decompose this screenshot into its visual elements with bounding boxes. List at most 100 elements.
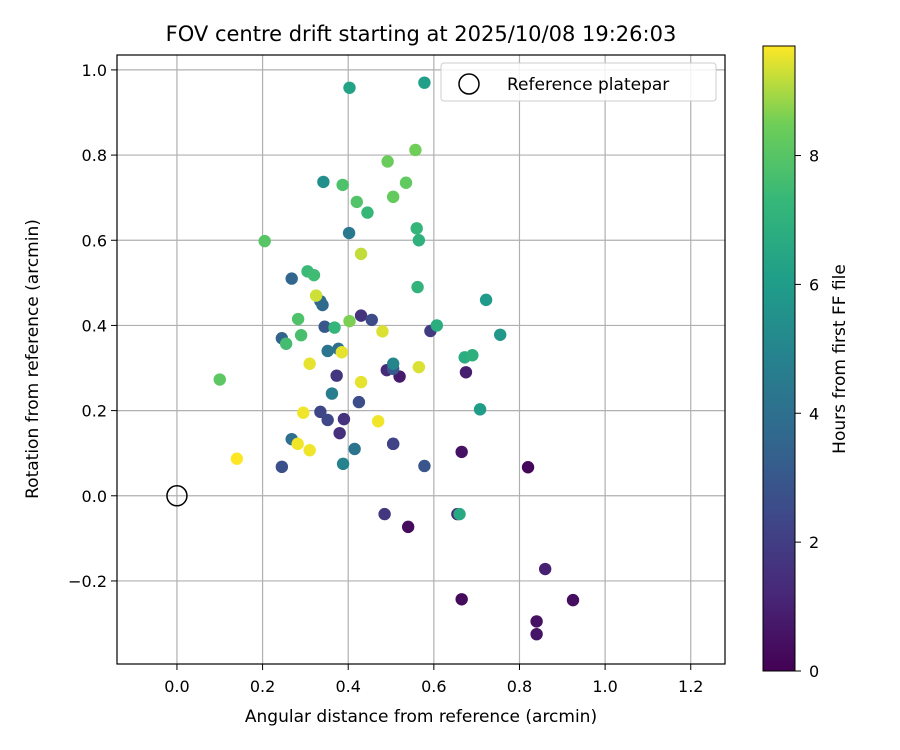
x-tick-label: 1.0: [592, 677, 617, 696]
scatter-point: [473, 403, 487, 416]
scatter-point: [386, 190, 400, 204]
y-tick-label: 0.4: [82, 316, 107, 335]
scatter-point: [386, 357, 400, 370]
colorbar-tick-label: 8: [809, 147, 819, 166]
scatter-point: [307, 268, 321, 282]
scatter-point: [297, 406, 310, 419]
y-axis-ticks: −0.2 0.0 0.2 0.4 0.6 0.8 1.0: [68, 61, 117, 591]
x-tick-label: 0.8: [507, 677, 532, 696]
scatter-point: [294, 329, 308, 342]
x-tick-label: 0.4: [335, 677, 360, 696]
plot-frame: [116, 54, 726, 665]
x-axis-ticks: 0.0 0.2 0.4 0.6 0.8 1.0 1.2: [164, 664, 703, 696]
scatter-point: [309, 289, 323, 302]
scatter-point: [317, 175, 330, 189]
scatter-point: [291, 437, 304, 451]
scatter-point: [371, 415, 385, 428]
scatter-point: [285, 272, 298, 285]
scatter-point: [410, 222, 423, 235]
colorbar-tick-label: 4: [809, 404, 819, 423]
scatter-point: [352, 395, 366, 409]
scatter-point: [494, 328, 507, 341]
scatter-point: [376, 325, 389, 338]
y-tick-label: 0.2: [82, 402, 107, 421]
scatter-point: [303, 444, 316, 457]
y-tick-label: −0.2: [68, 572, 107, 591]
scatter-point: [411, 280, 424, 294]
x-axis-label: Angular distance from reference (arcmin): [245, 707, 597, 727]
scatter-point: [291, 312, 305, 326]
scatter-point: [348, 442, 361, 456]
colorbar-tick-label: 6: [809, 275, 819, 294]
scatter-point: [409, 143, 422, 157]
colorbar-tick-label: 0: [809, 662, 819, 681]
scatter-point: [230, 452, 244, 465]
scatter-point: [275, 460, 289, 474]
scatter-point: [303, 357, 316, 370]
legend-label: Reference platepar: [507, 75, 669, 95]
scatter-point: [401, 520, 415, 534]
colorbar-gradient: [762, 45, 796, 672]
scatter-point: [325, 387, 339, 400]
grid-lines: [117, 55, 725, 664]
x-tick-label: 0.6: [421, 677, 446, 696]
scatter-point: [335, 346, 348, 359]
x-tick-label: 0.0: [164, 677, 189, 696]
scatter-point: [350, 195, 363, 209]
data-points: [213, 76, 580, 641]
y-tick-label: 0.0: [82, 487, 107, 506]
scatter-point: [430, 319, 444, 332]
scatter-point: [521, 461, 535, 474]
legend-marker-icon: [458, 73, 480, 95]
scatter-point: [343, 314, 356, 328]
scatter-point: [343, 81, 356, 94]
colorbar-label: Hours from first FF file: [830, 264, 850, 454]
scatter-point: [354, 375, 368, 389]
scatter-point: [333, 426, 346, 440]
scatter-point: [530, 615, 543, 628]
scatter-point: [412, 360, 426, 374]
scatter-point: [418, 459, 431, 473]
scatter-point: [455, 445, 468, 459]
y-tick-label: 0.8: [82, 146, 107, 165]
scatter-point: [538, 562, 552, 576]
chart-title: FOV centre drift starting at 2025/10/08 …: [166, 22, 677, 46]
x-tick-label: 0.2: [250, 677, 275, 696]
scatter-point: [412, 234, 426, 247]
y-tick-label: 0.6: [82, 231, 107, 250]
scatter-point: [336, 457, 350, 471]
scatter-point: [318, 320, 331, 333]
scatter-point: [479, 293, 493, 307]
y-axis-label: Rotation from reference (arcmin): [23, 219, 43, 499]
scatter-point: [336, 178, 349, 192]
y-tick-label: 1.0: [82, 61, 107, 80]
scatter-point: [279, 337, 293, 350]
legend-box: [440, 62, 717, 102]
scatter-point: [330, 369, 343, 382]
scatter-point: [321, 344, 334, 358]
legend: Reference platepar: [440, 62, 717, 102]
scatter-point: [386, 437, 400, 451]
scatter-point: [378, 507, 391, 521]
scatter-point: [361, 206, 374, 219]
colorbar-ticks: 0 2 4 6 8: [795, 147, 819, 681]
scatter-point: [418, 76, 431, 89]
scatter-point: [530, 627, 543, 641]
x-tick-label: 1.2: [678, 677, 703, 696]
scatter-point: [381, 155, 394, 168]
scatter-point: [459, 366, 473, 379]
scatter-point: [455, 593, 468, 606]
scatter-point: [354, 309, 368, 322]
scatter-point: [321, 413, 334, 427]
scatter-point: [337, 412, 351, 426]
scatter-point: [213, 373, 226, 386]
colorbar-tick-label: 2: [809, 533, 819, 552]
scatter-point: [314, 405, 327, 419]
scatter-point: [453, 507, 466, 521]
scatter-point: [328, 321, 341, 334]
scatter-point: [365, 313, 378, 327]
scatter-point: [342, 226, 356, 240]
reference-platepar-marker: [166, 485, 188, 507]
colorbar: 0 2 4 6 8 Hours from first FF file: [762, 45, 850, 681]
